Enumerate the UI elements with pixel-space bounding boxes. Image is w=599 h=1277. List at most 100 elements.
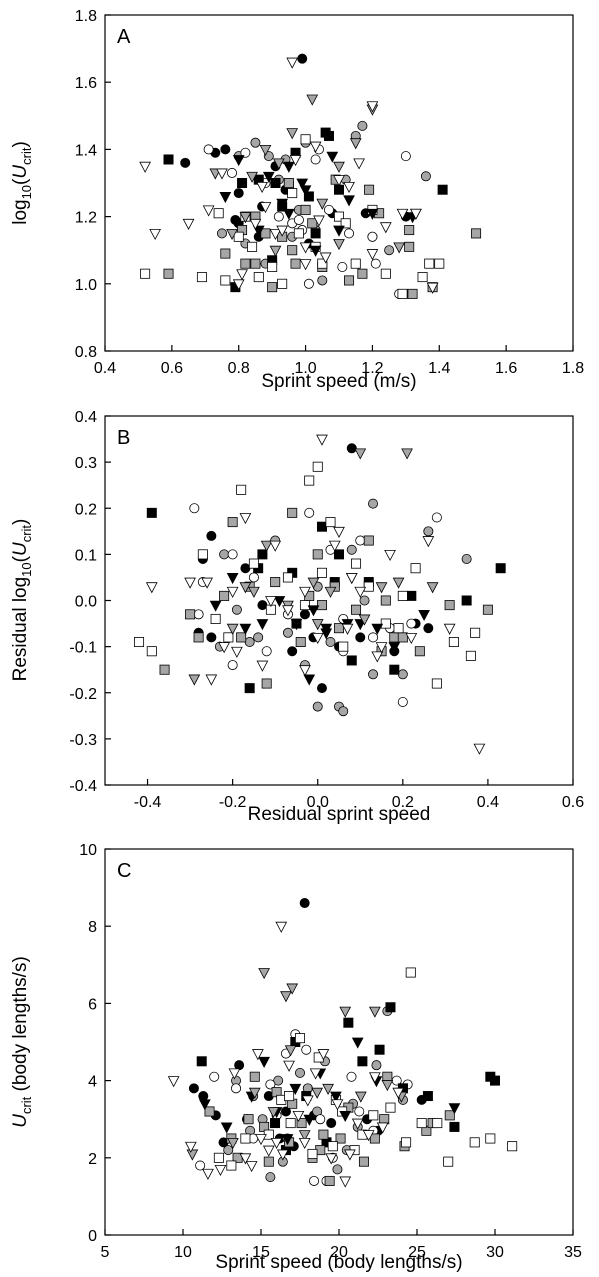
grey-square-point — [389, 632, 400, 643]
y-tick-label: -0.1 — [69, 640, 97, 657]
filled-triangle-point — [303, 1114, 316, 1126]
grey-triangle-point — [393, 242, 406, 254]
y-tick-label: -0.4 — [69, 778, 97, 795]
open-triangle-point — [239, 513, 252, 525]
grey-triangle-point — [272, 158, 285, 170]
grey-triangle-point — [354, 1091, 367, 1103]
open-circle-point — [265, 1079, 276, 1090]
open-square-point — [223, 632, 234, 643]
open-triangle-point — [201, 577, 213, 589]
open-square-point — [380, 618, 391, 629]
grey-triangle-point — [267, 1107, 280, 1119]
y-axis-title-part: U — [10, 542, 31, 556]
y-axis-title-part: log — [10, 199, 31, 224]
open-square-point — [443, 1156, 454, 1167]
open-triangle-point — [236, 269, 248, 281]
grey-square-point — [318, 1129, 329, 1140]
x-tick-label: 10 — [174, 1244, 192, 1261]
open-triangle-point — [269, 540, 282, 552]
y-tick-label: 1.2 — [75, 210, 97, 227]
filled-triangle-point — [282, 208, 295, 220]
open-triangle-point — [316, 434, 328, 446]
filled-triangle-point — [281, 1134, 294, 1146]
grey-square-point — [300, 204, 311, 215]
y-tick-label: 0 — [88, 1228, 97, 1245]
open-triangle-point — [313, 215, 325, 227]
filled-square-point — [303, 191, 314, 202]
filled-triangle-point — [343, 195, 355, 207]
grey-square-point — [482, 604, 493, 615]
grey-square-point — [185, 609, 196, 620]
y-axis-title-part: ) — [10, 519, 31, 525]
grey-square-point — [382, 1071, 393, 1082]
filled-triangle-point — [351, 1037, 364, 1049]
x-tick-label: 1.0 — [294, 360, 316, 377]
open-square-point — [277, 278, 288, 289]
grey-circle-point — [359, 595, 370, 606]
open-square-point — [285, 1118, 296, 1129]
grey-square-point — [295, 637, 306, 648]
open-triangle-point — [299, 259, 312, 271]
filled-square-point — [333, 549, 344, 560]
open-circle-point — [209, 1071, 220, 1082]
filled-triangle-point — [276, 198, 289, 210]
open-square-point — [146, 646, 157, 657]
open-triangle-point — [299, 665, 311, 677]
filled-triangle-point — [239, 623, 252, 635]
grey-triangle-point — [401, 448, 413, 460]
filled-triangle-point — [320, 623, 333, 635]
open-triangle-point — [218, 642, 230, 654]
grey-triangle-point — [381, 1080, 394, 1092]
open-triangle-point — [379, 222, 392, 234]
open-triangle-point — [317, 1049, 330, 1061]
open-triangle-point — [341, 623, 354, 635]
grey-square-point — [193, 632, 204, 643]
open-triangle-point — [344, 1149, 356, 1161]
x-axis-title: Sprint speed (body lengths/s) — [215, 1252, 462, 1273]
open-triangle-point — [353, 158, 365, 170]
y-axis-title-part: crit — [19, 147, 34, 165]
open-circle-point — [400, 151, 411, 162]
y-axis-title: Ucrit (body lengths/s) — [10, 956, 34, 1128]
grey-triangle-point — [392, 577, 405, 589]
grey-square-point — [407, 288, 418, 299]
open-circle-point — [227, 660, 238, 671]
grey-square-point — [287, 507, 298, 518]
open-circle-point — [195, 1160, 206, 1171]
open-triangle-point — [292, 1110, 305, 1122]
open-square-point — [210, 613, 221, 624]
filled-square-point — [461, 595, 472, 606]
grey-triangle-point — [298, 1130, 311, 1142]
open-triangle-point — [375, 642, 388, 654]
grey-circle-point — [420, 171, 431, 182]
filled-square-point — [489, 1075, 500, 1086]
filled-square-point — [437, 184, 448, 195]
open-circle-point — [273, 211, 284, 222]
filled-circle-point — [297, 53, 308, 64]
filled-circle-point — [280, 1106, 291, 1117]
grey-circle-point — [244, 637, 255, 648]
filled-square-point — [343, 1017, 354, 1028]
open-triangle-point — [299, 242, 312, 254]
open-triangle-point — [301, 1095, 314, 1107]
open-circle-point — [240, 147, 251, 158]
open-square-point — [424, 258, 435, 269]
filled-circle-point — [257, 600, 268, 611]
open-triangle-point — [145, 582, 158, 594]
grey-triangle-point — [333, 239, 345, 251]
grey-triangle-point — [186, 1149, 199, 1161]
filled-square-point — [385, 1002, 396, 1013]
filled-circle-point — [188, 1083, 199, 1094]
grey-circle-point — [273, 1075, 284, 1086]
filled-triangle-point — [232, 155, 245, 167]
grey-triangle-point — [188, 674, 201, 686]
filled-triangle-point — [220, 1122, 233, 1134]
grey-square-point — [335, 1133, 346, 1144]
grey-square-point — [204, 1106, 215, 1117]
open-triangle-point — [422, 536, 435, 548]
grey-square-point — [316, 600, 327, 611]
filled-square-point — [449, 1121, 460, 1132]
grey-square-point — [329, 581, 340, 592]
filled-circle-point — [299, 609, 310, 620]
filled-square-point — [323, 130, 334, 141]
